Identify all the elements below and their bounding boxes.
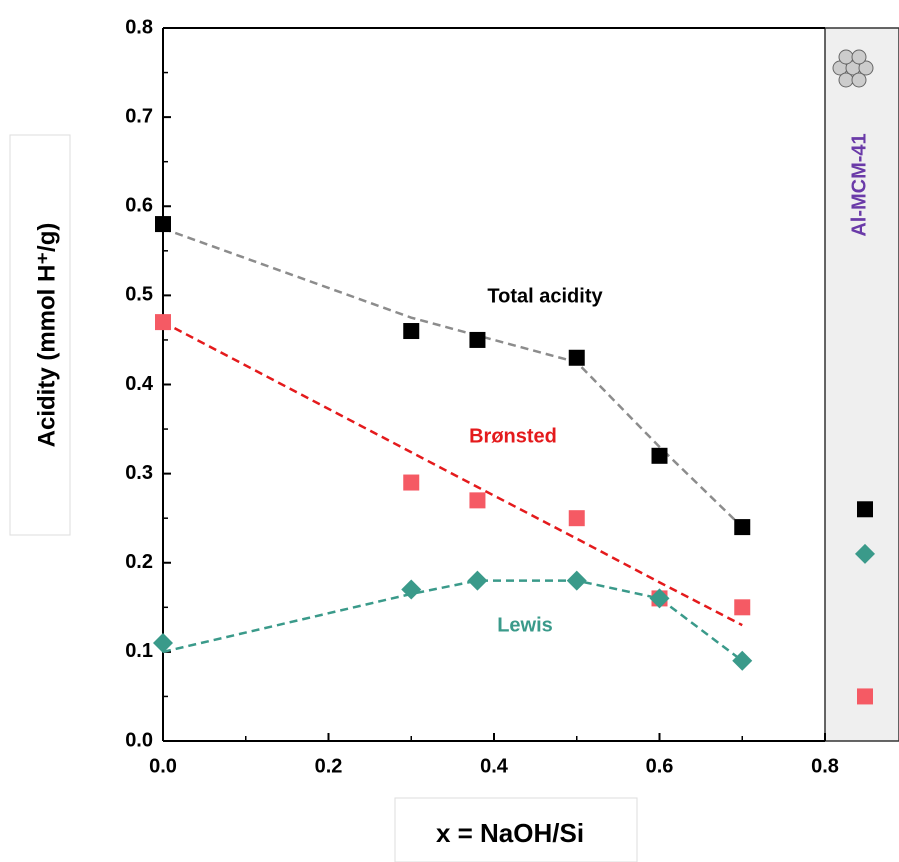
y-tick-label: 0.4 (125, 373, 154, 395)
diamond-marker (467, 570, 488, 591)
square-marker (469, 331, 486, 348)
y-tick-label: 0.5 (125, 284, 153, 306)
square-marker (403, 323, 420, 340)
square-marker (155, 314, 171, 331)
x-tick-label: 0.8 (811, 755, 839, 777)
x-tick-label: 0.0 (149, 755, 177, 777)
diamond-marker (566, 570, 587, 591)
y-tick-label: 0.7 (125, 105, 153, 127)
square-marker (568, 510, 585, 527)
square-marker (469, 492, 486, 509)
square-marker (734, 599, 751, 616)
mesopore-icon (832, 49, 874, 88)
y-axis-label: Acidity (mmol H⁺/g) (33, 223, 60, 448)
fit-line (162, 321, 743, 627)
y-tick-label: 0.2 (125, 551, 153, 573)
diamond-marker (732, 650, 753, 671)
square-marker (155, 216, 171, 233)
diamond-marker (855, 543, 875, 564)
square-marker (568, 349, 585, 366)
square-marker (857, 688, 873, 705)
series-label: Lewis (497, 614, 553, 636)
y-tick-label: 0.0 (125, 729, 153, 751)
fit-line (162, 579, 744, 662)
x-tick-label: 0.4 (480, 755, 509, 777)
series-label: Total acidity (487, 285, 603, 307)
series-label: Brønsted (469, 425, 557, 447)
y-tick-label: 0.3 (125, 462, 153, 484)
x-label-box (394, 797, 638, 862)
reference-label: Al-MCM-41 (848, 133, 870, 236)
y-tick-label: 0.8 (125, 16, 153, 38)
x-tick-label: 0.2 (315, 755, 343, 777)
y-label-box (9, 134, 71, 536)
square-marker (651, 447, 668, 464)
fit-line (162, 227, 744, 528)
reference-panel (824, 27, 899, 742)
diamond-marker (153, 632, 173, 653)
diamond-marker (401, 579, 422, 600)
square-marker (734, 519, 751, 536)
square-marker (857, 501, 873, 518)
square-marker (403, 474, 420, 491)
x-axis-label: x = NaOH/Si (436, 818, 584, 848)
x-tick-label: 0.6 (646, 755, 674, 777)
y-tick-label: 0.6 (125, 195, 153, 217)
y-tick-label: 0.1 (125, 640, 153, 662)
diamond-marker (649, 588, 670, 609)
